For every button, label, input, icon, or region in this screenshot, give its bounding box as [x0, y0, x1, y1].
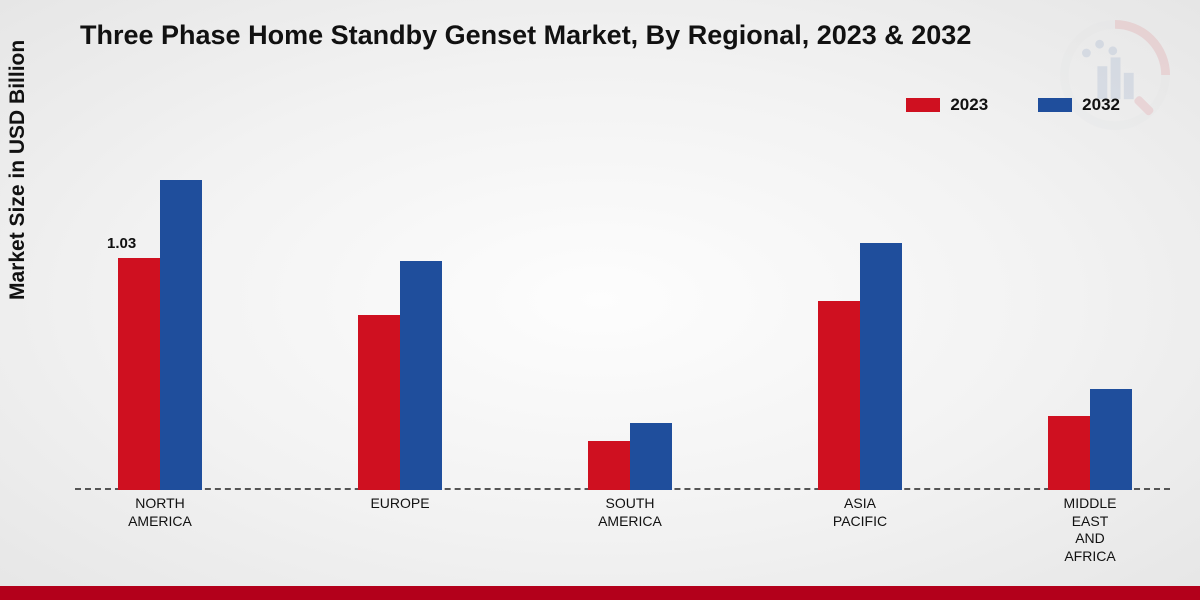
- bar-north-america-2032: [160, 180, 202, 491]
- legend-swatch-2032: [1038, 98, 1072, 112]
- footer-accent-bar: [0, 586, 1200, 600]
- bar-group-europe: [345, 261, 455, 491]
- legend-item-2023: 2023: [906, 95, 988, 115]
- x-label-asia-pacific: ASIAPACIFIC: [790, 495, 930, 530]
- chart-title: Three Phase Home Standby Genset Market, …: [80, 20, 971, 51]
- bar-mideast-africa-2023: [1048, 416, 1090, 490]
- value-label-north-america: 1.03: [107, 235, 136, 252]
- bar-europe-2023: [358, 315, 400, 491]
- legend-label-2023: 2023: [950, 95, 988, 115]
- bar-asia-pacific-2032: [860, 243, 902, 491]
- bar-group-south-america: [575, 423, 685, 491]
- bar-south-america-2032: [630, 423, 672, 491]
- bar-europe-2032: [400, 261, 442, 491]
- bar-group-mideast-africa: [1035, 389, 1145, 490]
- bar-asia-pacific-2023: [818, 301, 860, 490]
- legend-label-2032: 2032: [1082, 95, 1120, 115]
- bar-north-america-2023: [118, 258, 160, 490]
- plot-area: 1.03: [75, 130, 1170, 490]
- x-label-mideast-africa: MIDDLEEASTANDAFRICA: [1020, 495, 1160, 565]
- legend: 2023 2032: [906, 95, 1120, 115]
- x-label-europe: EUROPE: [330, 495, 470, 513]
- legend-item-2032: 2032: [1038, 95, 1120, 115]
- bar-group-asia-pacific: [805, 243, 915, 491]
- bar-south-america-2023: [588, 441, 630, 491]
- y-axis-label: Market Size in USD Billion: [6, 40, 30, 300]
- x-axis-labels: NORTHAMERICA EUROPE SOUTHAMERICA ASIAPACIFI…: [75, 495, 1170, 580]
- legend-swatch-2023: [906, 98, 940, 112]
- bar-group-north-america: [105, 180, 215, 491]
- bar-mideast-africa-2032: [1090, 389, 1132, 490]
- x-label-south-america: SOUTHAMERICA: [560, 495, 700, 530]
- x-label-north-america: NORTHAMERICA: [90, 495, 230, 530]
